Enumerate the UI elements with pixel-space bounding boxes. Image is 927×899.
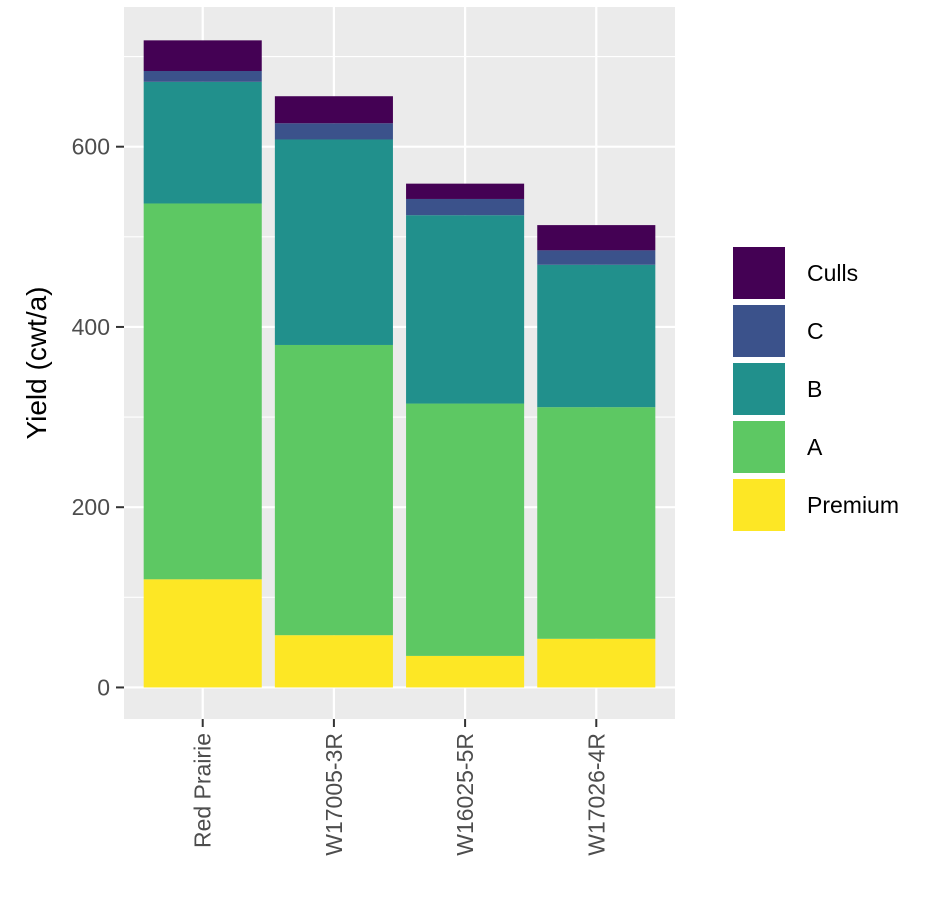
y-tick-label: 400	[72, 314, 110, 340]
bar-segment-b	[406, 215, 525, 404]
legend-label: Premium	[807, 492, 899, 518]
bar-segment-culls	[143, 40, 262, 71]
bar-segment-c	[274, 123, 393, 140]
bar-segment-premium	[537, 638, 656, 688]
bar-segment-b	[143, 81, 262, 204]
y-tick-label: 200	[72, 494, 110, 520]
bar-segment-a	[406, 403, 525, 656]
bar-segment-premium	[143, 579, 262, 688]
legend-label: A	[807, 434, 823, 460]
legend-key-b	[733, 363, 785, 415]
bar-segment-c	[406, 198, 525, 216]
x-tick-label: W17026-4R	[583, 733, 609, 856]
bars	[143, 40, 656, 688]
legend-label: C	[807, 318, 824, 344]
x-tick-label: W16025-5R	[452, 733, 478, 856]
bar-segment-a	[537, 407, 656, 639]
bar-segment-c	[143, 70, 262, 82]
bar-segment-premium	[274, 635, 393, 688]
x-tick-label: W17005-3R	[321, 733, 347, 856]
bar-segment-b	[274, 139, 393, 345]
y-tick-label: 600	[72, 134, 110, 160]
bar-segment-premium	[406, 655, 525, 688]
legend-key-premium	[733, 479, 785, 531]
legend-key-a	[733, 421, 785, 473]
bar-segment-b	[537, 264, 656, 408]
x-tick-label: Red Prairie	[190, 733, 216, 848]
legend: Culls C B A Premium	[733, 247, 899, 531]
y-tick-label: 0	[97, 674, 110, 700]
y-axis-title: Yield (cwt/a)	[21, 286, 52, 439]
legend-label: Culls	[807, 260, 858, 286]
bar-segment-a	[143, 203, 262, 580]
y-axis: 0 200 400 600	[72, 134, 124, 700]
bar-segment-a	[274, 344, 393, 636]
bar-segment-culls	[274, 96, 393, 124]
x-axis: Red Prairie W17005-3R W16025-5R W17026-4R	[190, 719, 609, 856]
legend-key-c	[733, 305, 785, 357]
legend-key-culls	[733, 247, 785, 299]
bar-segment-culls	[537, 225, 656, 251]
bar-segment-culls	[406, 183, 525, 199]
bar-segment-c	[537, 250, 656, 265]
legend-label: B	[807, 376, 822, 402]
